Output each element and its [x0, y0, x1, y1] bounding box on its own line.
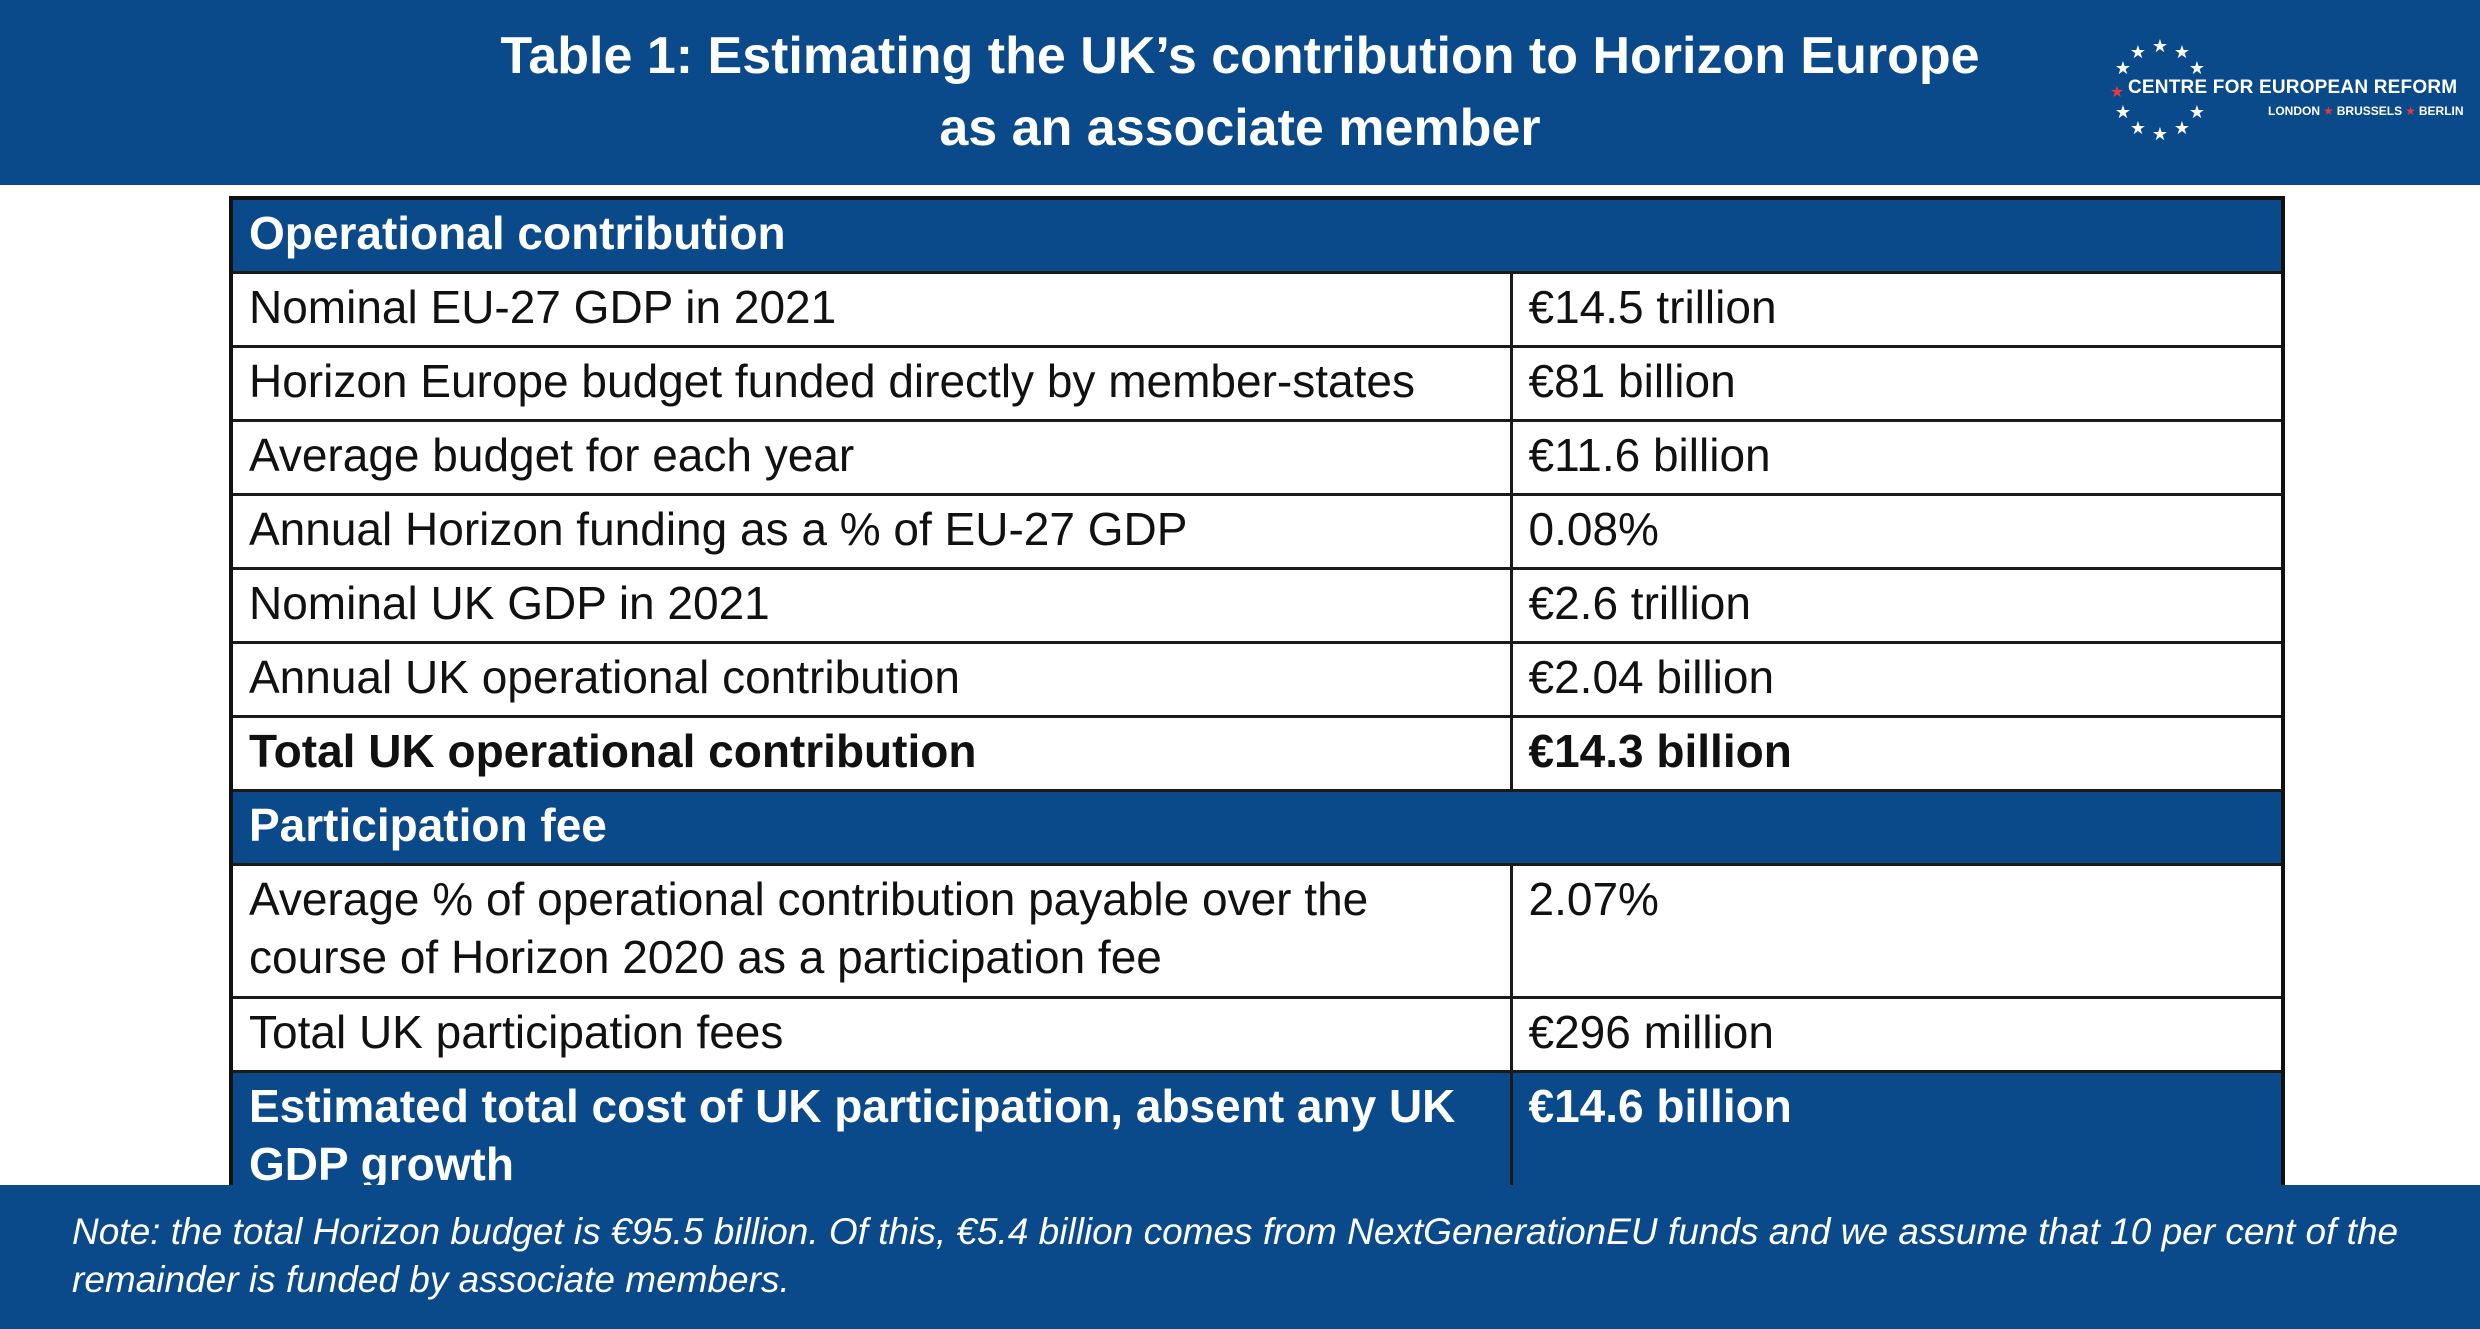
table-row: Horizon Europe budget funded directly by…: [229, 345, 2285, 422]
svg-text:★: ★: [2189, 58, 2205, 79]
section-heading: Operational contribution: [229, 196, 2285, 274]
svg-text:★: ★: [2189, 102, 2205, 123]
logo-city-brussels: BRUSSELS: [2336, 104, 2403, 118]
table-row: Average budget for each year €11.6 billi…: [229, 419, 2285, 496]
page-title: Table 1: Estimating the UK’s contributio…: [0, 20, 2480, 164]
svg-text:★: ★: [2174, 118, 2190, 139]
svg-text:★: ★: [2110, 82, 2124, 101]
svg-text:★: ★: [2152, 36, 2168, 57]
total-label: Estimated total cost of UK participation…: [229, 1070, 1513, 1207]
row-value: €81 billion: [1509, 345, 2285, 422]
city-separator-icon: ★: [2405, 104, 2416, 118]
row-value: 0.08%: [1509, 493, 2285, 570]
footnote: Note: the total Horizon budget is €95.5 …: [72, 1208, 2432, 1304]
table-row: Average % of operational contribution pa…: [229, 863, 2285, 999]
title-line-1: Table 1: Estimating the UK’s contributio…: [500, 27, 1980, 85]
row-label: Average budget for each year: [229, 419, 1513, 496]
footnote-line-2: remainder is funded by associate members…: [72, 1259, 790, 1300]
row-label: Total UK operational contribution: [229, 715, 1513, 792]
total-label-line-2: GDP growth: [249, 1138, 514, 1190]
logo-cities: LONDON ★ BRUSSELS ★ BERLIN: [2268, 104, 2464, 118]
row-label: Total UK participation fees: [229, 996, 1513, 1073]
section-heading: Participation fee: [229, 789, 2285, 866]
logo-name: CENTRE FOR EUROPEAN REFORM: [2128, 77, 2458, 98]
logo-city-berlin: BERLIN: [2418, 104, 2464, 118]
row-value: €14.3 billion: [1509, 715, 2285, 792]
total-value: €14.6 billion: [1509, 1070, 2285, 1207]
section-header-participation: Participation fee: [229, 789, 2285, 866]
row-value: 2.07%: [1509, 863, 2285, 999]
row-value: €2.04 billion: [1509, 641, 2285, 718]
title-line-2: as an associate member: [939, 99, 1541, 157]
city-separator-icon: ★: [2323, 104, 2334, 118]
row-value: €11.6 billion: [1509, 419, 2285, 496]
cer-logo: ★ ★ ★ ★ ★ ★ ★ ★ ★ ★ ★ CENTRE FOR EUROPEA…: [2100, 30, 2464, 150]
svg-text:★: ★: [2152, 124, 2168, 145]
contribution-table: Operational contribution Nominal EU-27 G…: [229, 196, 2286, 1207]
header-banner: Table 1: Estimating the UK’s contributio…: [0, 0, 2480, 185]
table-row: Annual Horizon funding as a % of EU-27 G…: [229, 493, 2285, 570]
footer-note-banner: Note: the total Horizon budget is €95.5 …: [0, 1185, 2480, 1329]
logo-city-london: LONDON: [2268, 104, 2320, 118]
section-header-operational: Operational contribution: [229, 196, 2285, 274]
eu-stars-icon: ★ ★ ★ ★ ★ ★ ★ ★ ★ ★ ★: [2110, 36, 2205, 145]
row-label: Nominal UK GDP in 2021: [229, 567, 1513, 644]
row-label: Annual Horizon funding as a % of EU-27 G…: [229, 493, 1513, 570]
svg-text:★: ★: [2130, 118, 2146, 139]
row-label-line-1: Average % of operational contribution pa…: [249, 873, 1369, 925]
svg-text:★: ★: [2174, 42, 2190, 63]
row-label: Nominal EU-27 GDP in 2021: [229, 271, 1513, 348]
table-row: Total UK participation fees €296 million: [229, 996, 2285, 1073]
row-label: Horizon Europe budget funded directly by…: [229, 345, 1513, 422]
row-label: Annual UK operational contribution: [229, 641, 1513, 718]
svg-text:★: ★: [2130, 42, 2146, 63]
svg-text:★: ★: [2115, 58, 2131, 79]
table-row-total: Estimated total cost of UK participation…: [229, 1070, 2285, 1207]
table-row: Nominal EU-27 GDP in 2021 €14.5 trillion: [229, 271, 2285, 348]
total-label-line-1: Estimated total cost of UK participation…: [249, 1080, 1456, 1132]
row-value: €2.6 trillion: [1509, 567, 2285, 644]
table-row: Annual UK operational contribution €2.04…: [229, 641, 2285, 718]
row-value: €14.5 trillion: [1509, 271, 2285, 348]
table-row: Nominal UK GDP in 2021 €2.6 trillion: [229, 567, 2285, 644]
row-value: €296 million: [1509, 996, 2285, 1073]
svg-text:★: ★: [2115, 102, 2131, 123]
row-label: Average % of operational contribution pa…: [229, 863, 1513, 999]
data-table: Operational contribution Nominal EU-27 G…: [229, 196, 2286, 1207]
row-label-line-2: course of Horizon 2020 as a participatio…: [249, 931, 1162, 983]
table-row-subtotal: Total UK operational contribution €14.3 …: [229, 715, 2285, 792]
footnote-line-1: Note: the total Horizon budget is €95.5 …: [72, 1211, 2399, 1252]
